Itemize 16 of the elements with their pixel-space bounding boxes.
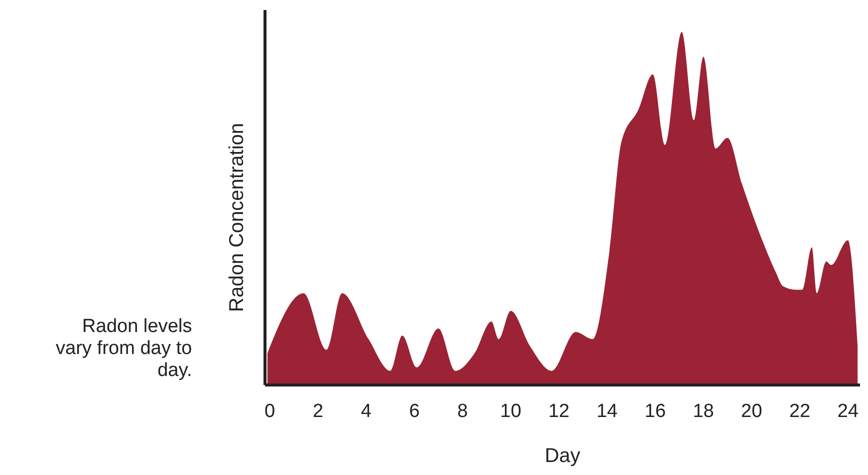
x-tick-label: 16 [644,401,666,422]
x-tick-label: 6 [409,401,420,422]
x-tick-label: 8 [457,401,468,422]
x-tick-label: 18 [692,401,714,422]
y-axis-title: Radon Concentration [226,122,248,312]
x-tick-label: 20 [741,401,762,422]
x-tick-label: 2 [312,401,324,422]
x-tick-label: 14 [596,401,618,422]
x-tick-label: 22 [789,401,810,422]
x-tick-label: 12 [548,401,570,422]
text: Radon levels vary from day to day. [56,316,192,381]
x-axis-title: Day [544,445,580,467]
x-tick-label: 0 [264,401,276,422]
x-tick-label: 10 [500,401,522,422]
x-tick-label: 24 [837,401,859,422]
x-tick-label: 4 [360,401,372,422]
